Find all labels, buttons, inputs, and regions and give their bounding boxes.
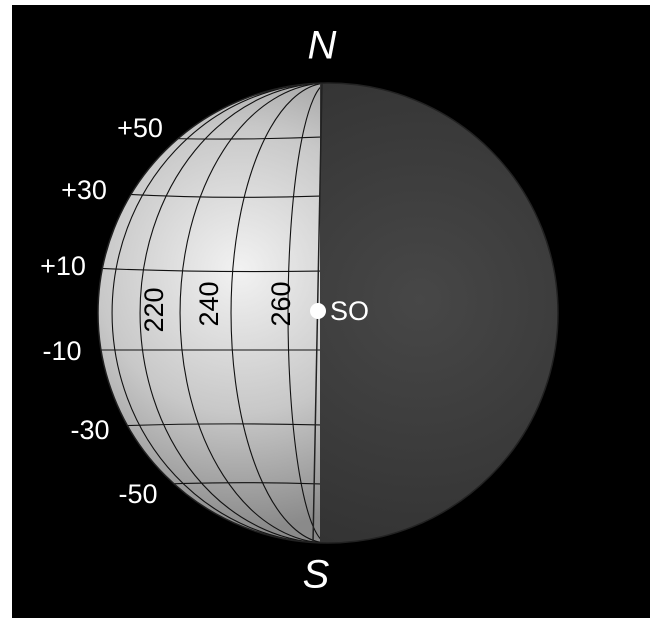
latitude-label: +30 [61,175,107,205]
latitude-label: +50 [117,113,163,143]
longitude-label: 260 [266,281,296,326]
south-label: S [303,553,330,597]
latitude-label: -30 [70,415,109,445]
longitude-label: 240 [194,281,224,326]
marker-label: SO [330,296,369,326]
figure: N S +50 +30 +10 -10 -30 -50 220 240 260 … [0,0,662,630]
latitude-label: +10 [40,251,86,281]
north-label: N [308,24,337,68]
latitude-label: -10 [42,336,81,366]
page: {"poles": {"north": "N", "south": "S"}, … [0,0,662,630]
subsolar-marker [310,303,326,319]
longitude-label: 220 [139,287,169,332]
latitude-label: -50 [118,479,157,509]
